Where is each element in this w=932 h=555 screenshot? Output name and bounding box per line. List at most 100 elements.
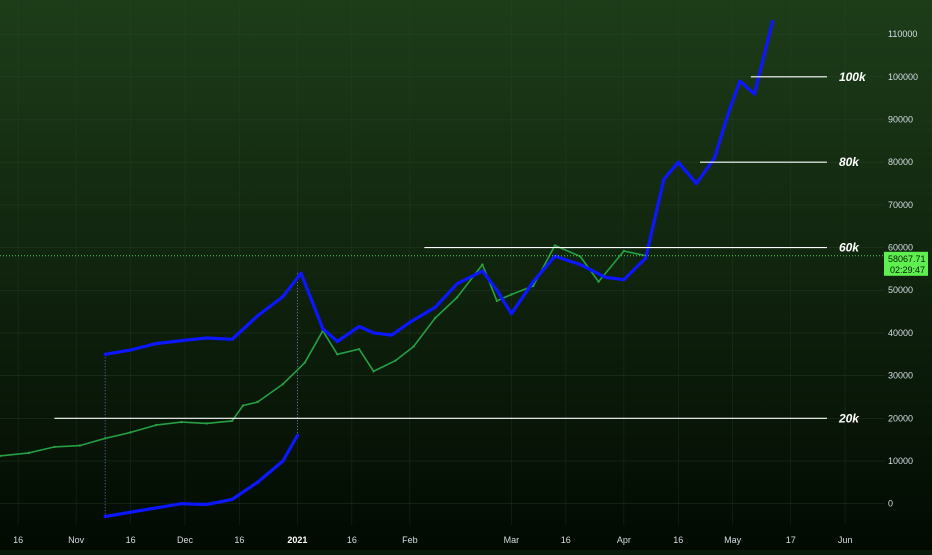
y-tick-label: 10000 [888, 456, 913, 466]
series-2-point [255, 480, 260, 484]
series-1-point [128, 348, 133, 352]
series-1-point [578, 263, 582, 267]
x-tick-label: 16 [347, 535, 357, 545]
x-tick-label: 17 [786, 535, 796, 545]
series-1-point [480, 269, 484, 273]
series-2-point [179, 502, 183, 506]
series-0-point [103, 437, 107, 440]
series-1-point [433, 305, 437, 309]
series-0-point [303, 361, 306, 365]
series-0-point [357, 347, 361, 351]
series-1-point [694, 181, 698, 186]
level-label: 80k [839, 155, 860, 169]
series-0-point [495, 299, 499, 303]
series-1-point [321, 327, 325, 331]
level-label: 20k [838, 411, 860, 425]
x-tick-label: Apr [617, 535, 631, 545]
x-tick-label: 16 [234, 535, 244, 545]
y-tick-label: 20000 [888, 413, 913, 423]
series-1-point [179, 339, 183, 343]
y-tick-label: 70000 [888, 200, 913, 210]
series-0-point [455, 296, 459, 299]
series-1-point [154, 341, 158, 346]
series-2-point [230, 497, 234, 501]
series-1-point [335, 339, 339, 344]
series-2-point [205, 502, 209, 507]
x-tick-label: 16 [126, 535, 136, 545]
series-1-point [230, 337, 234, 341]
series-2-point [103, 514, 107, 519]
x-tick-label: 2021 [287, 535, 307, 545]
series-0-point [230, 419, 234, 423]
series-1-point [752, 92, 757, 96]
series-1-point [255, 314, 260, 318]
series-2-point [281, 459, 285, 463]
series-1-point [644, 256, 648, 260]
y-tick-label: 0 [888, 499, 893, 509]
series-0-point [434, 316, 437, 320]
series-0-point [412, 345, 415, 348]
y-tick-label: 40000 [888, 328, 913, 338]
series-1-point [408, 320, 412, 324]
x-tick-label: Nov [68, 535, 85, 545]
series-1-point [738, 79, 742, 83]
series-1-point [531, 280, 535, 284]
series-0-point [241, 404, 245, 407]
y-tick-label: 50000 [888, 285, 913, 295]
series-0-point [597, 280, 600, 283]
series-1-point [495, 288, 499, 292]
series-1-point [770, 19, 775, 23]
series-1-point [455, 282, 459, 286]
series-0-point [394, 359, 397, 362]
y-tick-label: 60000 [888, 243, 913, 253]
series-1-point [357, 324, 361, 329]
series-0-point [510, 293, 513, 296]
series-0-point [78, 444, 81, 447]
price-axis[interactable]: 0 10000 20000 30000 40000 50000 60000 70000 8000… [888, 29, 918, 509]
series-1-point [727, 109, 731, 113]
series-layer [0, 19, 775, 519]
series-1-point [604, 275, 608, 280]
series-0-point [154, 423, 158, 427]
x-tick-label: 16 [673, 535, 683, 545]
series-0-point [256, 400, 259, 404]
series-1-point [390, 333, 394, 337]
last-price-value: 58067.71 [888, 254, 926, 264]
series-1-line [104, 20, 775, 356]
series-0-point [372, 370, 375, 373]
series-0-point [53, 445, 56, 449]
series-0-point [481, 263, 484, 266]
series-1-point [371, 331, 376, 335]
price-levels: 20k 60k 80k 100k [54, 70, 867, 425]
series-1-point [103, 352, 107, 356]
level-label: 100k [839, 70, 867, 84]
series-2-point [295, 433, 300, 437]
series-2-point [154, 506, 158, 510]
series-0-point [622, 249, 626, 253]
series-1-point [553, 254, 557, 258]
series-2-point [128, 510, 133, 514]
x-tick-label: Mar [504, 535, 520, 545]
series-0-point [553, 244, 557, 247]
x-tick-label: Dec [177, 535, 194, 545]
series-1-point [662, 177, 666, 181]
series-0-point [0, 454, 2, 458]
date-range-guides [104, 273, 298, 517]
series-1-point [712, 156, 717, 160]
series-1-point [281, 295, 285, 299]
series-0-point [281, 382, 285, 386]
series-1-point [622, 277, 626, 282]
time-axis[interactable]: 16 Nov 16 Dec 16 2021 16 Feb Mar 16 Apr 16 May 17 Jun [13, 535, 852, 545]
x-tick-label: May [724, 535, 742, 545]
y-tick-label: 30000 [888, 371, 913, 381]
y-tick-label: 100000 [888, 72, 918, 82]
series-1-point [509, 312, 514, 316]
series-0-point [205, 422, 208, 425]
x-tick-label: Jun [838, 535, 853, 545]
x-tick-label: 16 [561, 535, 571, 545]
level-label: 60k [839, 241, 860, 255]
series-0-point [336, 353, 339, 356]
